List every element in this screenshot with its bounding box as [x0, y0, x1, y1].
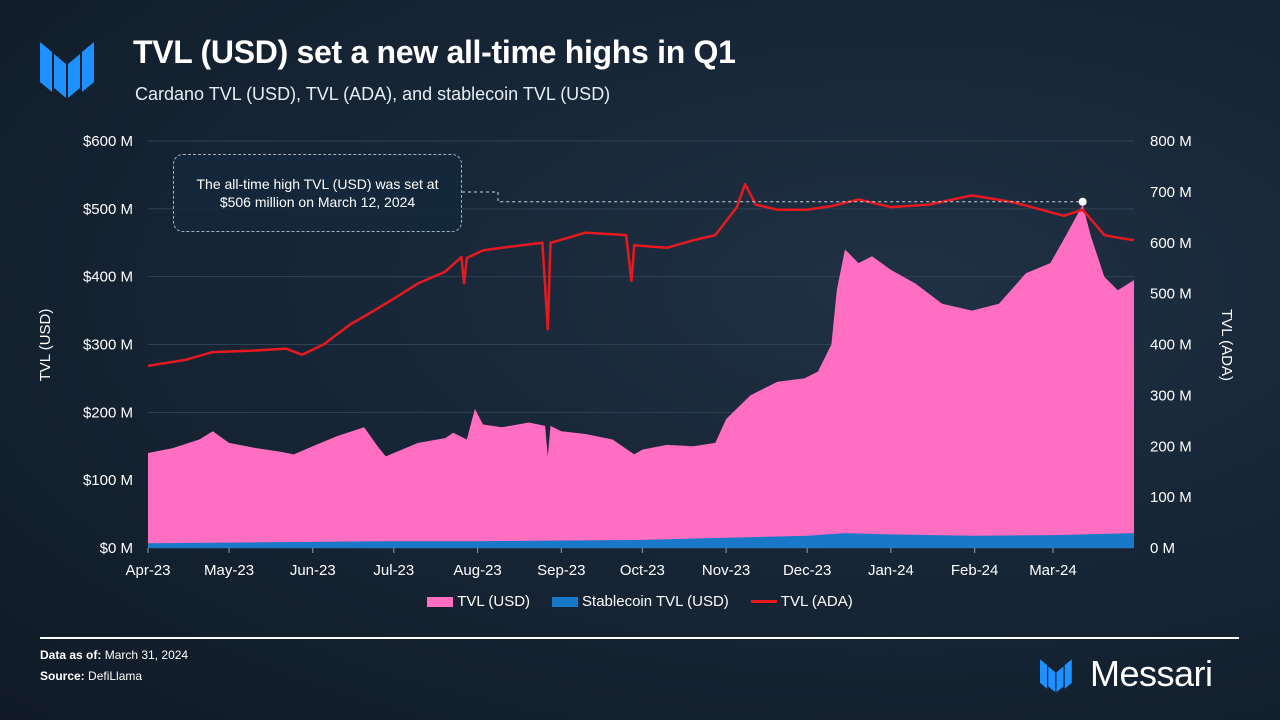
legend-swatch-tvl-usd: [427, 596, 454, 607]
y-right-tick-label: 300 M: [1150, 387, 1192, 404]
y-right-tick-label: 0 M: [1150, 540, 1175, 557]
page-subtitle: Cardano TVL (USD), TVL (ADA), and stable…: [135, 84, 611, 104]
y-left-axis-title: TVL (USD): [37, 309, 54, 382]
data-as-of: Data as of: March 31, 2024: [40, 648, 188, 662]
y-right-tick-label: 800 M: [1150, 133, 1192, 150]
x-tick-label: Nov-23: [702, 562, 750, 579]
data-as-of-value: March 31, 2024: [104, 648, 189, 662]
x-tick-label: Jan-24: [868, 562, 914, 579]
legend-item-tvl-usd: TVL (USD): [427, 593, 530, 610]
data-as-of-label: Data as of:: [40, 648, 102, 662]
ath-marker-dot: [1078, 197, 1087, 206]
chart-legend: TVL (USD) Stablecoin TVL (USD) TVL (ADA): [0, 593, 1280, 610]
stablecoin-tvl-area: [148, 533, 1134, 548]
y-left-tick-label: $600 M: [83, 133, 133, 150]
y-right-tick-label: 200 M: [1150, 438, 1192, 455]
footer-divider: [40, 637, 1239, 639]
brand-footer: Messari: [1040, 653, 1213, 695]
legend-swatch-tvl-ada: [750, 600, 777, 603]
x-tick-label: May-23: [204, 562, 254, 579]
ath-annotation: The all-time high TVL (USD) was set at $…: [173, 154, 462, 232]
legend-label-tvl-ada: TVL (ADA): [780, 593, 853, 610]
x-tick-label: Sep-23: [537, 562, 585, 579]
source: Source: DefiLlama: [40, 669, 142, 683]
legend-item-tvl-ada: TVL (ADA): [750, 593, 853, 610]
x-tick-label: Mar-24: [1029, 562, 1077, 579]
y-right-tick-label: 600 M: [1150, 235, 1192, 252]
ath-leader-line: [462, 191, 1083, 203]
source-value: DefiLlama: [88, 669, 143, 683]
y-left-tick-label: $300 M: [83, 337, 133, 354]
x-tick-label: Aug-23: [453, 562, 501, 579]
y-right-tick-label: 400 M: [1150, 337, 1192, 354]
legend-label-stablecoin: Stablecoin TVL (USD): [582, 593, 729, 610]
y-left-tick-label: $200 M: [83, 404, 133, 421]
messari-brand-icon: [1040, 659, 1072, 693]
brand-name: Messari: [1090, 653, 1213, 694]
x-tick-label: Dec-23: [783, 562, 831, 579]
y-left-tick-label: $400 M: [83, 269, 133, 286]
legend-item-stablecoin: Stablecoin TVL (USD): [552, 593, 729, 610]
x-tick-label: Oct-23: [620, 562, 665, 579]
y-left-tick-label: $100 M: [83, 472, 133, 489]
source-label: Source:: [40, 669, 85, 683]
y-right-tick-label: 500 M: [1150, 286, 1192, 303]
tvl-ada-line: [147, 182, 1135, 368]
x-tick-label: Apr-23: [125, 562, 170, 579]
legend-swatch-stablecoin: [552, 596, 579, 607]
x-tick-label: Jun-23: [290, 562, 336, 579]
tvl-usd-area: [148, 204, 1134, 549]
x-tick-label: Feb-24: [951, 562, 999, 579]
y-right-tick-label: 100 M: [1150, 489, 1192, 506]
legend-label-tvl-usd: TVL (USD): [457, 593, 531, 610]
page-title: TVL (USD) set a new all-time highs in Q1: [133, 34, 736, 70]
y-left-tick-label: $500 M: [83, 201, 133, 218]
y-right-tick-label: 700 M: [1150, 184, 1192, 201]
y-right-axis-title: TVL (ADA): [1218, 309, 1235, 381]
y-left-tick-label: $0 M: [100, 540, 133, 557]
messari-logo-icon: [40, 42, 94, 98]
x-tick-label: Jul-23: [373, 562, 414, 579]
